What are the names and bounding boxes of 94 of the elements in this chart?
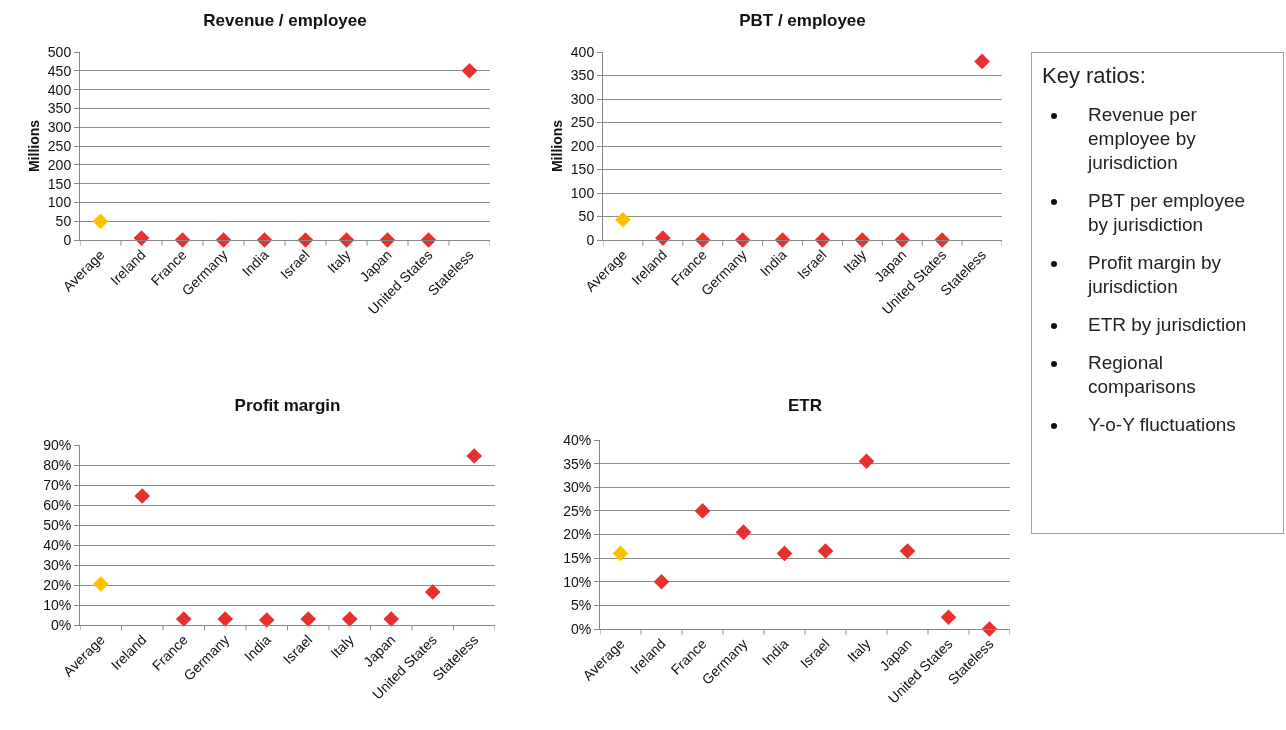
point — [466, 448, 483, 464]
chart-title: ETR — [788, 395, 822, 415]
text: PBT per employee by jurisdiction — [1088, 190, 1246, 235]
point — [694, 232, 711, 248]
y-tick-label: 0 — [63, 231, 72, 248]
text: Profit margin by jurisdiction — [1088, 252, 1222, 297]
point — [256, 232, 273, 248]
y-tick-label: 0% — [570, 620, 592, 637]
y-tick-label: 35% — [563, 455, 592, 472]
point — [974, 53, 990, 70]
point — [817, 543, 834, 559]
chart-title: Profit margin — [234, 395, 341, 415]
y-tick-label: 90% — [43, 436, 72, 453]
y-tick-label: 150 — [47, 175, 72, 192]
y-tick-label: 100 — [47, 194, 72, 211]
point — [215, 232, 232, 248]
y-tick-label: 10% — [563, 573, 592, 590]
y-tick-label: 0% — [50, 616, 72, 633]
y-tick-label: 70% — [43, 476, 72, 493]
point — [461, 63, 478, 79]
y-tick-label: 0 — [586, 231, 595, 248]
point — [735, 524, 752, 540]
y-tick-label: 20% — [43, 576, 72, 593]
point — [424, 584, 441, 600]
y-tick-label: 10% — [43, 596, 72, 613]
chart-title: PBT / employee — [739, 10, 866, 30]
point — [776, 545, 793, 562]
point — [734, 232, 751, 248]
point — [175, 611, 192, 627]
y-tick-label: 50 — [55, 213, 72, 230]
point — [92, 213, 109, 229]
y-tick-label: 30% — [43, 556, 72, 573]
point — [297, 232, 314, 248]
x-tick-label: Italy — [327, 631, 357, 662]
point — [338, 232, 355, 248]
y-tick-label: 40% — [43, 536, 72, 553]
y-tick-label: 15% — [563, 550, 592, 567]
y-tick-label: 300 — [47, 119, 72, 136]
point — [814, 232, 831, 248]
y-tick-label: 200 — [47, 156, 72, 173]
y-tick-label: 350 — [47, 100, 72, 117]
y-tick-label: 350 — [570, 67, 595, 84]
point — [653, 573, 670, 590]
point — [133, 230, 150, 246]
y-tick-label: 60% — [43, 496, 72, 513]
text: Revenue per employee by jurisdiction — [1088, 104, 1197, 173]
point — [858, 453, 875, 470]
y-tick-label: 500 — [47, 43, 72, 60]
x-tick-label: Italy — [324, 246, 354, 277]
y-tick-label: 40% — [563, 431, 592, 448]
point — [217, 611, 234, 627]
y-tick-label: 80% — [43, 456, 72, 473]
point — [981, 621, 998, 637]
y-tick-label: 20% — [563, 526, 592, 543]
point — [899, 543, 916, 559]
text: Regional comparisons — [1088, 352, 1196, 397]
y-tick-label: 400 — [570, 43, 595, 60]
y-tick-label: 450 — [47, 62, 72, 79]
point — [420, 232, 437, 248]
point — [379, 232, 396, 248]
point — [341, 611, 358, 627]
y-tick-label: 150 — [570, 161, 595, 178]
y-tick-label: 5% — [570, 597, 592, 614]
y-tick-label: 400 — [47, 81, 72, 98]
point — [134, 488, 151, 504]
point — [92, 576, 109, 592]
y-axis-title: Millions — [26, 119, 43, 173]
y-tick-label: 300 — [570, 90, 595, 107]
point — [258, 612, 275, 628]
text: Y-o-Y fluctuations — [1088, 414, 1236, 435]
point — [383, 611, 400, 627]
y-tick-label: 50% — [43, 516, 72, 533]
point — [774, 232, 791, 248]
point — [174, 232, 191, 248]
point — [615, 211, 631, 228]
point — [940, 609, 957, 625]
y-axis-title: Millions — [549, 119, 566, 173]
point — [854, 232, 871, 248]
point — [694, 503, 711, 519]
chart-title: Revenue / employee — [203, 10, 367, 30]
x-tick-label: Italy — [839, 246, 870, 277]
point — [894, 232, 911, 248]
x-tick-label: Italy — [844, 635, 874, 666]
y-tick-label: 50 — [578, 208, 595, 225]
point — [612, 545, 629, 562]
text: ETR by jurisdiction — [1088, 314, 1247, 335]
y-tick-label: 30% — [563, 479, 592, 496]
point — [300, 611, 317, 627]
y-tick-label: 250 — [47, 137, 72, 154]
y-tick-label: 250 — [570, 114, 595, 131]
y-tick-label: 200 — [570, 137, 595, 154]
text: Key ratios: — [1042, 63, 1147, 89]
y-tick-label: 100 — [570, 184, 595, 201]
y-tick-label: 25% — [563, 502, 592, 519]
